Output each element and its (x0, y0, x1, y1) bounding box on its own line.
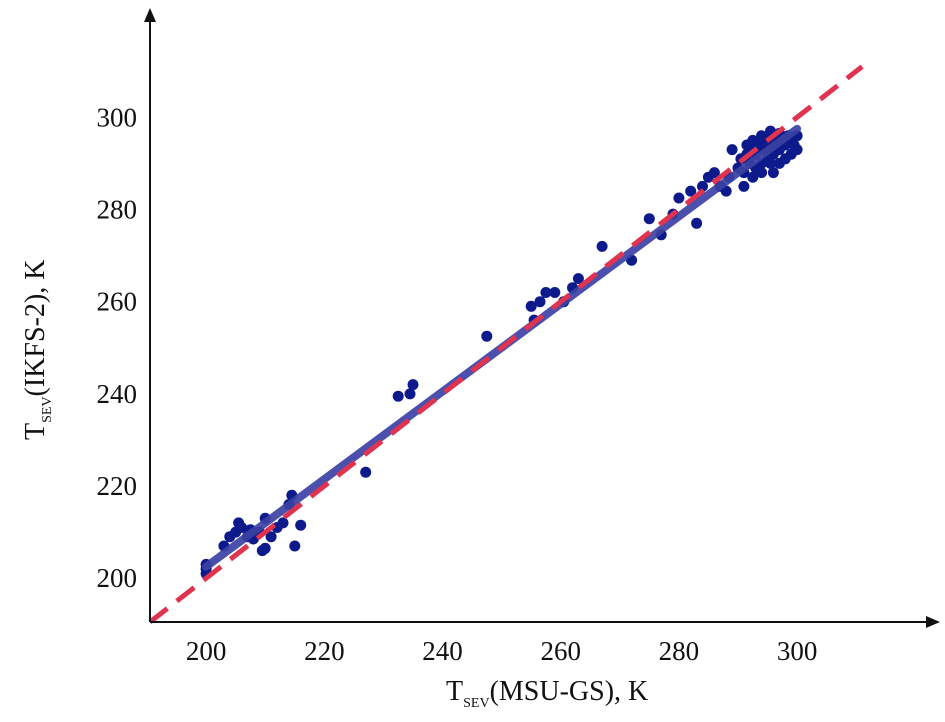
data-point (236, 522, 248, 533)
x-axis-label-main: T (446, 676, 463, 707)
y-tick-label: 240 (97, 379, 138, 409)
x-axis-label-rest: (MSU-GS), K (490, 676, 649, 707)
data-point (738, 180, 750, 192)
data-point (697, 180, 708, 192)
data-point (572, 273, 584, 285)
data-point (481, 330, 493, 342)
data-point (756, 167, 768, 179)
x-tick-label: 200 (186, 636, 227, 666)
data-point (685, 185, 697, 197)
data-point (708, 167, 720, 179)
x-tick-label: 280 (659, 636, 700, 666)
identity-line (148, 64, 864, 624)
data-point (540, 287, 552, 298)
data-point (392, 390, 404, 402)
x-tick-label: 220 (304, 636, 345, 666)
y-axis-arrow (144, 8, 156, 22)
x-tick-labels: 200 220 240 260 280 300 (186, 636, 817, 666)
x-tick-label: 260 (540, 636, 581, 666)
y-axis-label-main: T (20, 423, 51, 440)
data-point (643, 213, 655, 225)
x-axis-label-sub: SEV (463, 696, 489, 711)
y-tick-label: 260 (97, 287, 138, 317)
x-tick-label: 300 (777, 636, 818, 666)
y-tick-label: 300 (97, 102, 138, 132)
y-axis-label: TSEV(IKFS-2), K (20, 260, 55, 440)
y-axis-label-sub: SEV (40, 396, 55, 422)
data-point (691, 217, 703, 229)
data-point (534, 296, 546, 308)
data-point (277, 517, 289, 529)
y-tick-label: 200 (97, 563, 138, 593)
data-point (747, 171, 759, 183)
data-point (525, 300, 537, 312)
data-point (289, 540, 301, 552)
y-axis-label-rest: (IKFS-2), K (20, 260, 51, 397)
data-point (765, 157, 776, 169)
data-point (259, 542, 271, 554)
data-point (404, 388, 416, 400)
x-axis-label: TSEV(MSU-GS), K (446, 676, 648, 711)
data-point (791, 144, 803, 156)
data-point (596, 240, 608, 252)
x-axis-arrow (926, 616, 940, 628)
data-point (407, 379, 419, 391)
data-point (265, 531, 277, 543)
data-point (767, 167, 779, 179)
data-point (549, 287, 561, 298)
data-point (295, 519, 307, 531)
y-tick-labels: 200 220 240 260 280 300 (97, 102, 138, 593)
chart-marks (148, 64, 864, 624)
y-tick-label: 280 (97, 194, 138, 224)
data-point (360, 466, 372, 478)
data-point (673, 192, 685, 204)
y-tick-label: 220 (97, 471, 138, 501)
x-tick-label: 240 (422, 636, 463, 666)
data-point (726, 144, 738, 156)
